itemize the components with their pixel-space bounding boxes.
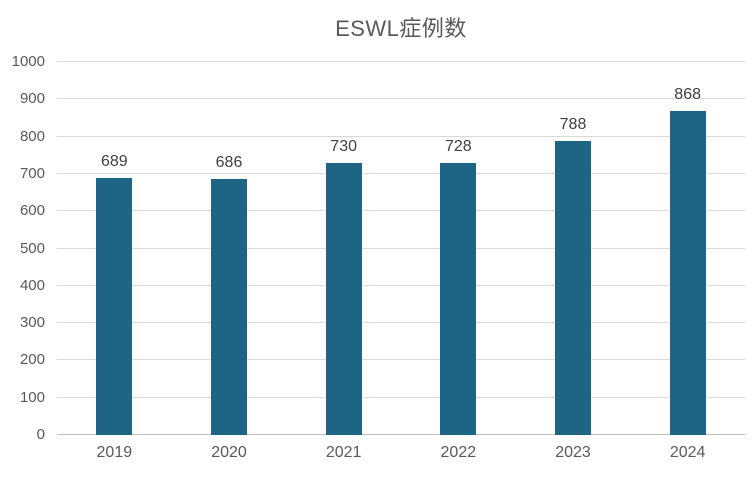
chart-title: ESWL症例数 xyxy=(335,16,467,41)
gridline xyxy=(57,61,745,62)
x-tick-label: 2024 xyxy=(669,444,706,461)
bar-value-label: 730 xyxy=(330,137,357,155)
gridline xyxy=(57,359,745,361)
gridline xyxy=(57,284,745,286)
bar-value-label: 686 xyxy=(215,154,243,172)
y-tick-label: 300 xyxy=(19,314,45,332)
y-tick-label: 100 xyxy=(19,388,45,406)
y-tick-label: 700 xyxy=(19,164,45,182)
bar-2020 xyxy=(211,179,247,435)
y-tick-label: 600 xyxy=(19,202,45,220)
x-axis-line xyxy=(57,434,745,435)
y-tick-label: 500 xyxy=(19,239,45,257)
gridline xyxy=(57,172,745,174)
bar-series xyxy=(57,62,745,435)
bar-2021 xyxy=(325,162,362,435)
x-axis-tick-labels: 2019 2020 2021 2022 2023 2024 xyxy=(57,435,745,475)
x-tick-label: 2020 xyxy=(211,444,247,461)
y-axis-tick-labels: 0 100 200 300 400 500 600 700 800 900 1000 xyxy=(0,54,45,443)
x-tick-label: 2022 xyxy=(440,444,477,461)
gridline xyxy=(57,135,745,137)
x-tick-label: 2021 xyxy=(325,444,362,461)
bar-value-label: 868 xyxy=(674,86,701,104)
y-tick-label: 0 xyxy=(36,426,45,443)
bar-value-label: 788 xyxy=(559,116,587,134)
x-tick-label: 2023 xyxy=(555,444,591,461)
y-tick-label: 800 xyxy=(19,127,45,145)
gridline xyxy=(57,322,745,324)
bar-2022 xyxy=(440,163,477,435)
bar-2023 xyxy=(555,141,591,435)
bar-2019 xyxy=(96,178,133,435)
bar-value-labels: 689 686 730 728 788 868 xyxy=(57,62,745,435)
gridline xyxy=(57,396,745,398)
plot-area: 0 100 200 300 400 500 600 700 800 900 1000 689 686 7… xyxy=(12,54,745,461)
gridline xyxy=(57,247,745,249)
x-tick-label: 2019 xyxy=(96,444,133,461)
gridline xyxy=(57,98,745,100)
bar-value-label: 728 xyxy=(444,138,472,156)
y-tick-label: 1000 xyxy=(11,53,45,70)
y-tick-label: 900 xyxy=(19,90,45,108)
gridline xyxy=(57,210,745,212)
y-tick-label: 400 xyxy=(19,276,45,294)
y-tick-label: 200 xyxy=(19,351,45,369)
bar-value-label: 689 xyxy=(100,153,128,171)
bar-2024 xyxy=(669,111,706,435)
